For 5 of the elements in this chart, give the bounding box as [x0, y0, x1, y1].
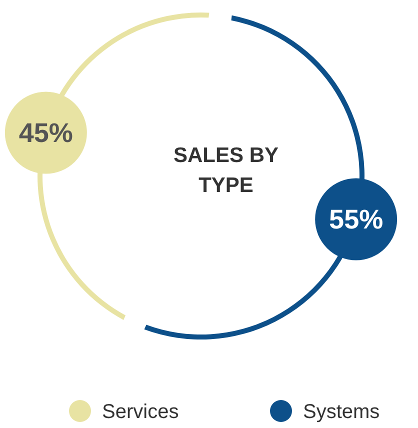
data-label: 55% — [329, 204, 384, 235]
data-label: 45% — [18, 118, 73, 148]
legend-label: Services — [102, 401, 179, 423]
legend-label: Systems — [303, 401, 380, 423]
text: SALES BY TYPE — [173, 144, 279, 197]
